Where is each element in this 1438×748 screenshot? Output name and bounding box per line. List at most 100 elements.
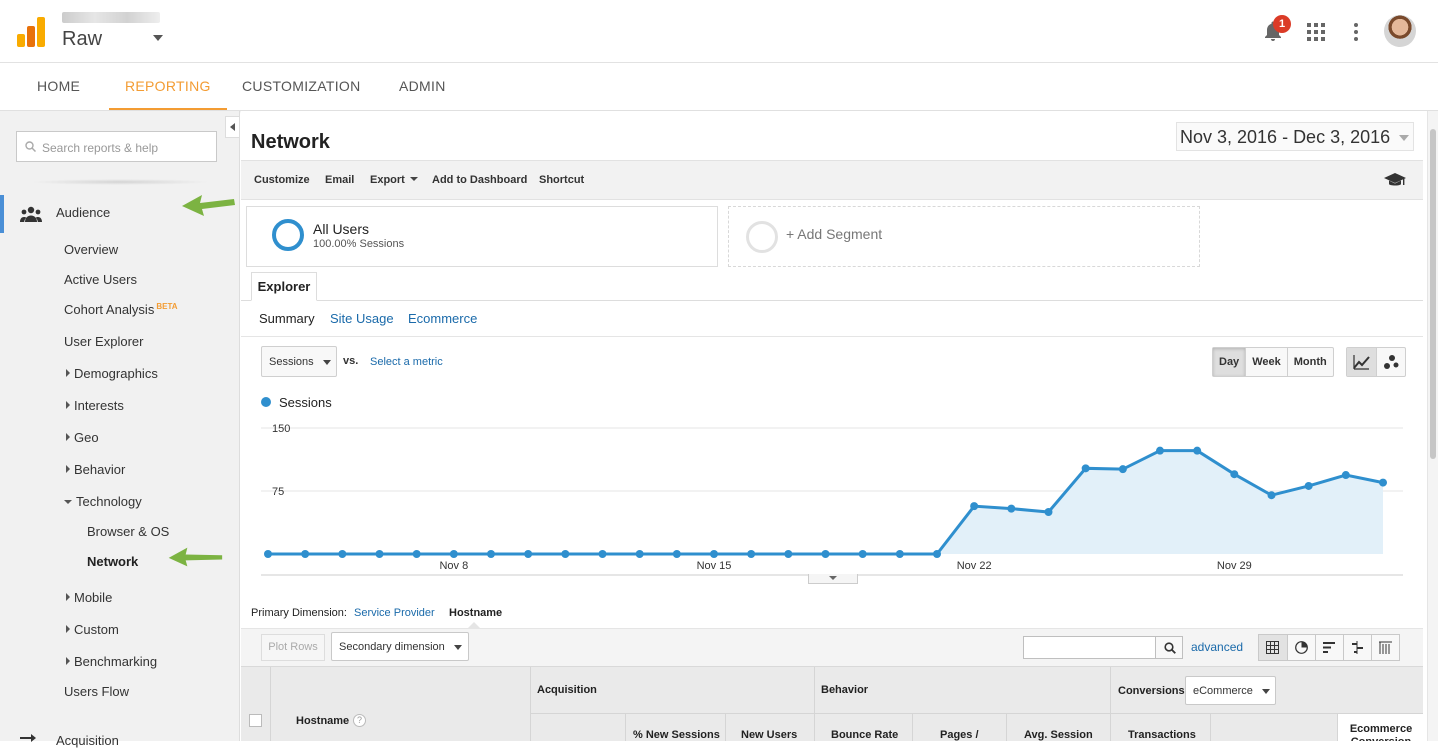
main-nav: HOME REPORTING CUSTOMIZATION ADMIN [0, 63, 1438, 111]
add-to-dashboard-button[interactable]: Add to Dashboard [432, 174, 528, 186]
scrollbar-thumb[interactable] [1430, 129, 1436, 459]
chevron-down-icon [409, 177, 418, 181]
search-input[interactable]: Search reports & help [16, 131, 217, 162]
email-button[interactable]: Email [325, 174, 355, 186]
transactions-column-header[interactable]: Transactions [1128, 729, 1196, 741]
subtab-ecommerce[interactable]: Ecommerce [408, 311, 478, 326]
performance-view-button[interactable] [1315, 635, 1343, 660]
term-cloud-view-button[interactable] [1371, 635, 1399, 660]
dimension-hostname-active[interactable]: Hostname [449, 607, 503, 619]
sidebar-item-users-flow[interactable]: Users Flow [64, 684, 130, 699]
table-search-button[interactable] [1155, 636, 1183, 659]
sessions-line-chart[interactable]: 150 75 Nov 8 Nov 15 Nov 22 Nov 29 [241, 412, 1421, 587]
collapse-sidebar-button[interactable] [225, 116, 240, 138]
select-all-checkbox[interactable] [249, 714, 262, 727]
add-segment-button[interactable]: + Add Segment [728, 206, 1200, 267]
sidebar-item-user-explorer[interactable]: User Explorer [64, 334, 144, 349]
line-chart-button[interactable] [1347, 348, 1376, 376]
tab-admin[interactable]: ADMIN [399, 78, 446, 94]
select-metric-link[interactable]: Select a metric [370, 356, 443, 368]
customize-button[interactable]: Customize [254, 174, 310, 186]
sidebar-item-interests[interactable]: Interests [66, 398, 124, 413]
help-icon[interactable]: ? [353, 714, 366, 727]
table-view-button[interactable] [1259, 635, 1287, 660]
advanced-filter-link[interactable]: advanced [1191, 640, 1244, 654]
audience-people-icon [20, 206, 42, 222]
col-divider [1110, 667, 1111, 741]
account-selector-chevron-icon[interactable] [153, 35, 163, 41]
sidebar-item-technology[interactable]: Technology [64, 494, 142, 509]
data-point [487, 550, 495, 558]
sidebar-item-active-users[interactable]: Active Users [64, 272, 137, 287]
data-point [970, 502, 979, 511]
sidebar-item-demographics[interactable]: Demographics [66, 366, 158, 381]
secondary-dimension-select[interactable]: Secondary dimension [331, 632, 469, 661]
sidebar-item-custom[interactable]: Custom [66, 622, 119, 637]
date-range-picker[interactable]: Nov 3, 2016 - Dec 3, 2016 [1176, 122, 1414, 151]
data-point [1156, 446, 1164, 455]
ecommerce-conversion-column-header[interactable]: Ecommerce Conversion [1349, 723, 1413, 741]
hostname-column-header[interactable]: Hostname [296, 715, 350, 727]
motion-chart-button[interactable] [1376, 348, 1405, 376]
segment-all-users[interactable]: All Users 100.00% Sessions [246, 206, 718, 267]
page-scrollbar[interactable] [1427, 111, 1438, 741]
sidebar-item-audience[interactable]: Audience [56, 205, 111, 220]
col-divider [1006, 714, 1007, 741]
table-filter-input[interactable] [1023, 636, 1156, 659]
apps-grid-icon[interactable] [1307, 23, 1325, 41]
week-button[interactable]: Week [1245, 348, 1287, 376]
x-tick-label: Nov 22 [957, 560, 992, 572]
plot-rows-button[interactable]: Plot Rows [261, 634, 325, 661]
export-button[interactable]: Export [370, 174, 418, 186]
sidebar-item-geo[interactable]: Geo [66, 430, 99, 445]
sidebar-item-benchmarking[interactable]: Benchmarking [66, 654, 157, 669]
data-point [858, 550, 867, 558]
sidebar-item-behavior[interactable]: Behavior [66, 462, 125, 477]
sidebar-item-overview[interactable]: Overview [64, 242, 119, 257]
analytics-logo-icon[interactable] [17, 17, 47, 47]
sidebar-item-cohort-analysis[interactable]: Cohort Analysis BETA [64, 302, 178, 317]
metric-select-value: Sessions [269, 356, 314, 368]
tab-reporting[interactable]: REPORTING [109, 63, 227, 110]
expand-arrow-icon [66, 401, 70, 409]
data-point [821, 550, 830, 558]
active-dimension-pointer [468, 622, 480, 628]
data-point [933, 550, 941, 558]
segment-name: All Users [313, 221, 370, 237]
new-users-column-header[interactable]: New Users [741, 729, 798, 741]
day-button[interactable]: Day [1213, 348, 1246, 376]
shortcut-button[interactable]: Shortcut [539, 174, 585, 186]
graduation-cap-icon[interactable] [1384, 172, 1406, 188]
subtab-summary[interactable]: Summary [259, 311, 315, 326]
chevron-down-icon [323, 360, 331, 365]
tab-customization[interactable]: CUSTOMIZATION [242, 78, 361, 94]
chevron-down-icon [1399, 135, 1409, 141]
user-avatar[interactable] [1384, 15, 1416, 47]
data-point [561, 550, 570, 558]
sidebar-item-browser-os[interactable]: Browser & OS [87, 524, 170, 539]
data-point [1118, 465, 1127, 474]
subtab-site-usage[interactable]: Site Usage [330, 311, 394, 326]
more-vert-icon[interactable] [1352, 22, 1360, 42]
chevron-down-icon [1262, 689, 1270, 694]
bounce-rate-column-header[interactable]: Bounce Rate [831, 729, 899, 741]
property-name[interactable]: Raw [62, 28, 103, 50]
avg-session-column-header[interactable]: Avg. Session [1024, 729, 1093, 741]
tab-home[interactable]: HOME [37, 78, 81, 94]
conversions-goal-select[interactable]: eCommerce [1185, 676, 1276, 705]
pages-per-session-column-header[interactable]: Pages / [940, 729, 979, 741]
expand-arrow-icon [66, 465, 70, 473]
sidebar-item-mobile[interactable]: Mobile [66, 590, 112, 605]
comparison-view-button[interactable] [1343, 635, 1371, 660]
dimension-service-provider-link[interactable]: Service Provider [354, 607, 435, 619]
col-divider [814, 667, 815, 741]
sidebar-item-network[interactable]: Network [87, 554, 139, 569]
percentage-view-button[interactable] [1287, 635, 1315, 660]
new-sessions-pct-column-header[interactable]: % New Sessions [633, 729, 720, 741]
month-button[interactable]: Month [1286, 348, 1333, 376]
bar-chart-icon [1323, 642, 1335, 653]
tab-explorer[interactable]: Explorer [251, 272, 317, 301]
chart-expand-toggle[interactable] [808, 574, 858, 584]
line-chart-icon [1353, 355, 1370, 370]
metric-select[interactable]: Sessions [261, 346, 337, 377]
